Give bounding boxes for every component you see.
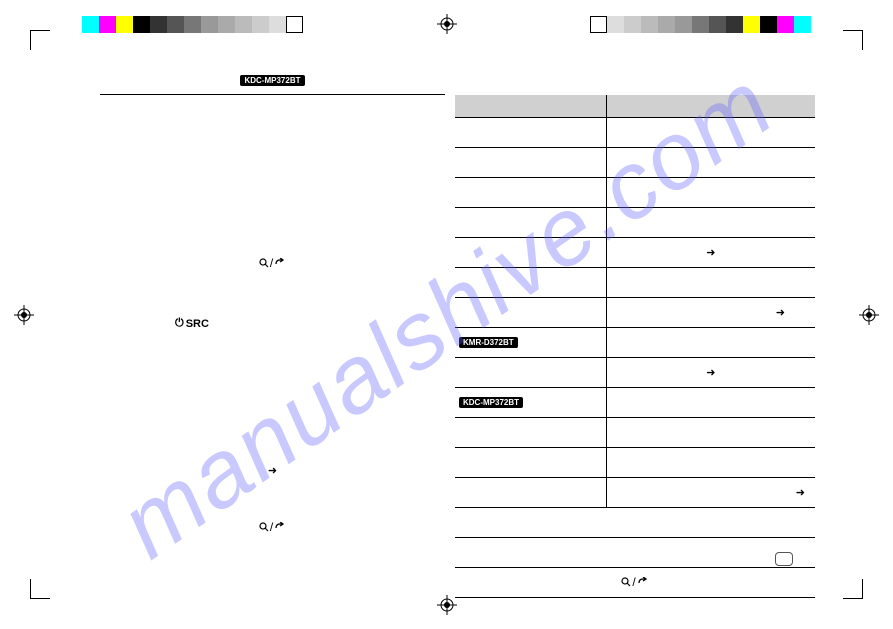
table-header-row xyxy=(455,95,815,117)
settings-table: ➜ ➜ KMR-D372BT ➜ KDC-MP372BT ➜ / xyxy=(455,95,815,617)
table-row xyxy=(455,207,815,237)
src-button-label: ⏻SRC xyxy=(175,313,445,331)
table-row xyxy=(455,267,815,297)
table-row: ➜ xyxy=(455,237,815,267)
model-badge: KDC-MP372BT xyxy=(459,397,523,408)
crop-mark-icon xyxy=(30,579,50,599)
model-badge: KDC-MP372BT xyxy=(240,75,304,86)
table-row xyxy=(455,447,815,477)
registration-mark-icon xyxy=(14,305,34,325)
table-row xyxy=(455,117,815,147)
arrow-right-icon: ➜ xyxy=(706,367,715,379)
table-row: / xyxy=(455,567,815,597)
table-row xyxy=(455,147,815,177)
arrow-right-icon: ➜ xyxy=(776,307,785,319)
page-number-box xyxy=(775,552,793,566)
left-column: KDC-MP372BT / ⏻SRC ➜ / xyxy=(100,70,445,537)
arrow-right-icon: ➜ xyxy=(796,487,805,499)
table-row xyxy=(455,597,815,617)
crop-mark-icon xyxy=(30,30,50,50)
page-content: KDC-MP372BT / ⏻SRC ➜ / xyxy=(55,55,838,574)
table-row xyxy=(455,417,815,447)
registration-mark-icon xyxy=(859,305,879,325)
crop-mark-icon xyxy=(843,30,863,50)
search-back-icon: / xyxy=(100,519,445,537)
arrow-right-icon: ➜ xyxy=(100,461,445,479)
table-row: KDC-MP372BT xyxy=(455,387,815,417)
registration-mark-icon xyxy=(437,14,457,34)
right-column: ➜ ➜ KMR-D372BT ➜ KDC-MP372BT ➜ / xyxy=(455,95,815,617)
colorbar-left xyxy=(82,16,303,33)
search-back-icon: / xyxy=(100,255,445,273)
crop-mark-icon xyxy=(843,579,863,599)
table-row xyxy=(455,177,815,207)
table-row xyxy=(455,537,815,567)
registration-mark-icon xyxy=(437,595,457,615)
arrow-right-icon: ➜ xyxy=(706,247,715,259)
table-row: KMR-D372BT xyxy=(455,327,815,357)
table-row xyxy=(455,507,815,537)
model-badge: KMR-D372BT xyxy=(459,337,518,348)
table-row: ➜ xyxy=(455,297,815,327)
search-back-icon: / xyxy=(621,575,648,589)
table-row: ➜ xyxy=(455,357,815,387)
table-row: ➜ xyxy=(455,477,815,507)
colorbar-right xyxy=(590,16,811,33)
